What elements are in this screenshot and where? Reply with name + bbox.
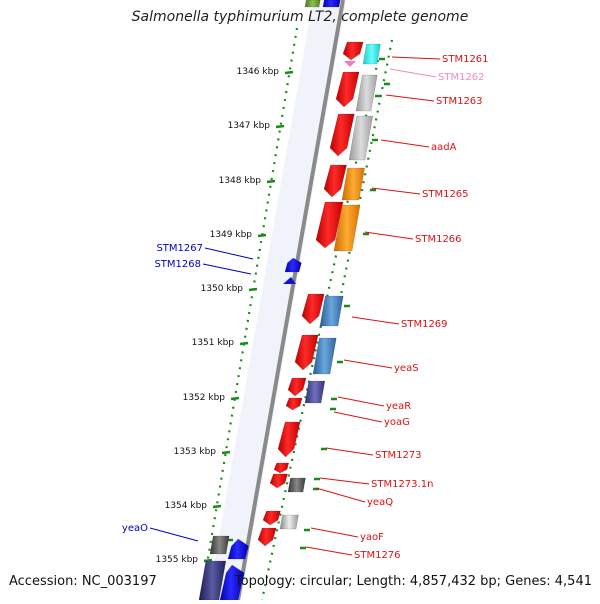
gene-arrow [335, 71, 360, 108]
tick-mark [203, 558, 213, 563]
gene-arrow [269, 473, 288, 489]
gene-label[interactable]: STM1268 [154, 259, 201, 270]
gene-arrow [315, 201, 344, 249]
genome-backbone [236, 0, 345, 601]
gene-arrow [287, 377, 307, 397]
gene-label[interactable]: aadA [431, 142, 457, 153]
tick-label: 1355 kbp [156, 555, 199, 565]
gene-leader-line [310, 527, 359, 538]
gene-label[interactable]: STM1273 [375, 450, 422, 461]
gene-leader-line [351, 316, 400, 325]
cog-box [279, 514, 299, 530]
gene-arrow [273, 462, 290, 474]
cog-box [304, 0, 321, 8]
gene-label[interactable]: yoaG [384, 417, 410, 428]
accession-text: Accession: NC_003197 [9, 574, 157, 589]
tick-label: 1348 kbp [219, 176, 262, 186]
tick-label: 1352 kbp [183, 393, 226, 403]
gene-label[interactable]: STM1267 [156, 243, 203, 254]
cog-box [304, 380, 326, 404]
backbone-band [208, 0, 346, 600]
gene-leader-line [315, 487, 366, 503]
gene-label[interactable]: yeaR [386, 401, 411, 412]
tick-mark [212, 504, 222, 509]
tick-mark [257, 233, 267, 238]
gene-arrow [344, 61, 356, 67]
gene-leader-line [380, 139, 430, 148]
gene-arrow [285, 397, 303, 411]
gene-label[interactable]: STM1262 [438, 72, 485, 83]
gene-leader-line [204, 247, 254, 260]
gene-label[interactable]: STM1273.1n [371, 479, 433, 490]
gene-arrow [257, 527, 277, 547]
gene-arrow [283, 277, 296, 284]
tick-mark [248, 287, 258, 292]
map-title: Salmonella typhimurium LT2, complete gen… [131, 9, 469, 25]
gene-leader-line [371, 187, 421, 195]
gene-arrow [342, 41, 364, 61]
gene-arrow [294, 334, 319, 371]
gene-leader-line [149, 527, 199, 542]
tick-mark [266, 179, 276, 184]
tick-label: 1350 kbp [201, 284, 244, 294]
gene-label[interactable]: yeaO [122, 523, 148, 534]
gene-label[interactable]: yeaQ [367, 497, 393, 508]
topology-text: Topology: circular; Length: 4,857,432 bp… [234, 574, 592, 589]
gene-leader-line [337, 396, 385, 407]
tick-mark [221, 450, 231, 455]
gene-label[interactable]: yeaS [394, 363, 419, 374]
tick-label: 1347 kbp [228, 121, 271, 131]
cog-box [348, 115, 373, 161]
gene-arrow [323, 164, 347, 198]
cog-box [333, 204, 361, 252]
gene-arrow [301, 293, 325, 325]
gene-arrow [284, 257, 302, 273]
tick-mark [284, 70, 294, 75]
tick-label: 1353 kbp [174, 447, 217, 457]
gene-leader-line [202, 263, 252, 275]
tick-label: 1354 kbp [165, 501, 208, 511]
cog-box [209, 535, 230, 555]
gene-leader-line [319, 477, 370, 485]
cog-box [319, 295, 344, 327]
gene-arrow [329, 113, 355, 157]
tick-mark [275, 124, 285, 129]
tick-mark [230, 396, 240, 401]
gene-arrow [227, 538, 249, 560]
gene-leader-line [325, 447, 374, 456]
gene-label[interactable]: STM1263 [436, 96, 483, 107]
cog-box [287, 477, 306, 493]
gene-leader-line [305, 546, 353, 556]
gene-label[interactable]: STM1261 [442, 54, 489, 65]
gene-label[interactable]: yaoF [360, 532, 384, 543]
cog-box [355, 74, 378, 112]
gene-leader-line [343, 359, 393, 369]
cog-box [312, 337, 337, 375]
tick-mark [239, 341, 249, 346]
gene-leader-line [385, 94, 435, 102]
gene-leader-line [389, 68, 437, 78]
gene-leader-line [391, 56, 441, 60]
gene-label[interactable]: STM1265 [422, 189, 469, 200]
gene-arrow [322, 0, 341, 8]
tick-label: 1346 kbp [237, 67, 280, 77]
gene-arrow [262, 510, 281, 526]
outer-ruler [199, 27, 299, 601]
gene-leader-line [364, 231, 414, 240]
gene-label[interactable]: STM1276 [354, 550, 401, 561]
gene-label[interactable]: STM1269 [401, 319, 448, 330]
cog-box [341, 167, 365, 201]
tick-label: 1351 kbp [192, 338, 235, 348]
cog-box [362, 43, 381, 65]
gene-label[interactable]: STM1266 [415, 234, 462, 245]
tick-label: 1349 kbp [210, 230, 253, 240]
gene-leader-line [333, 411, 383, 423]
gene-arrow [277, 421, 301, 458]
